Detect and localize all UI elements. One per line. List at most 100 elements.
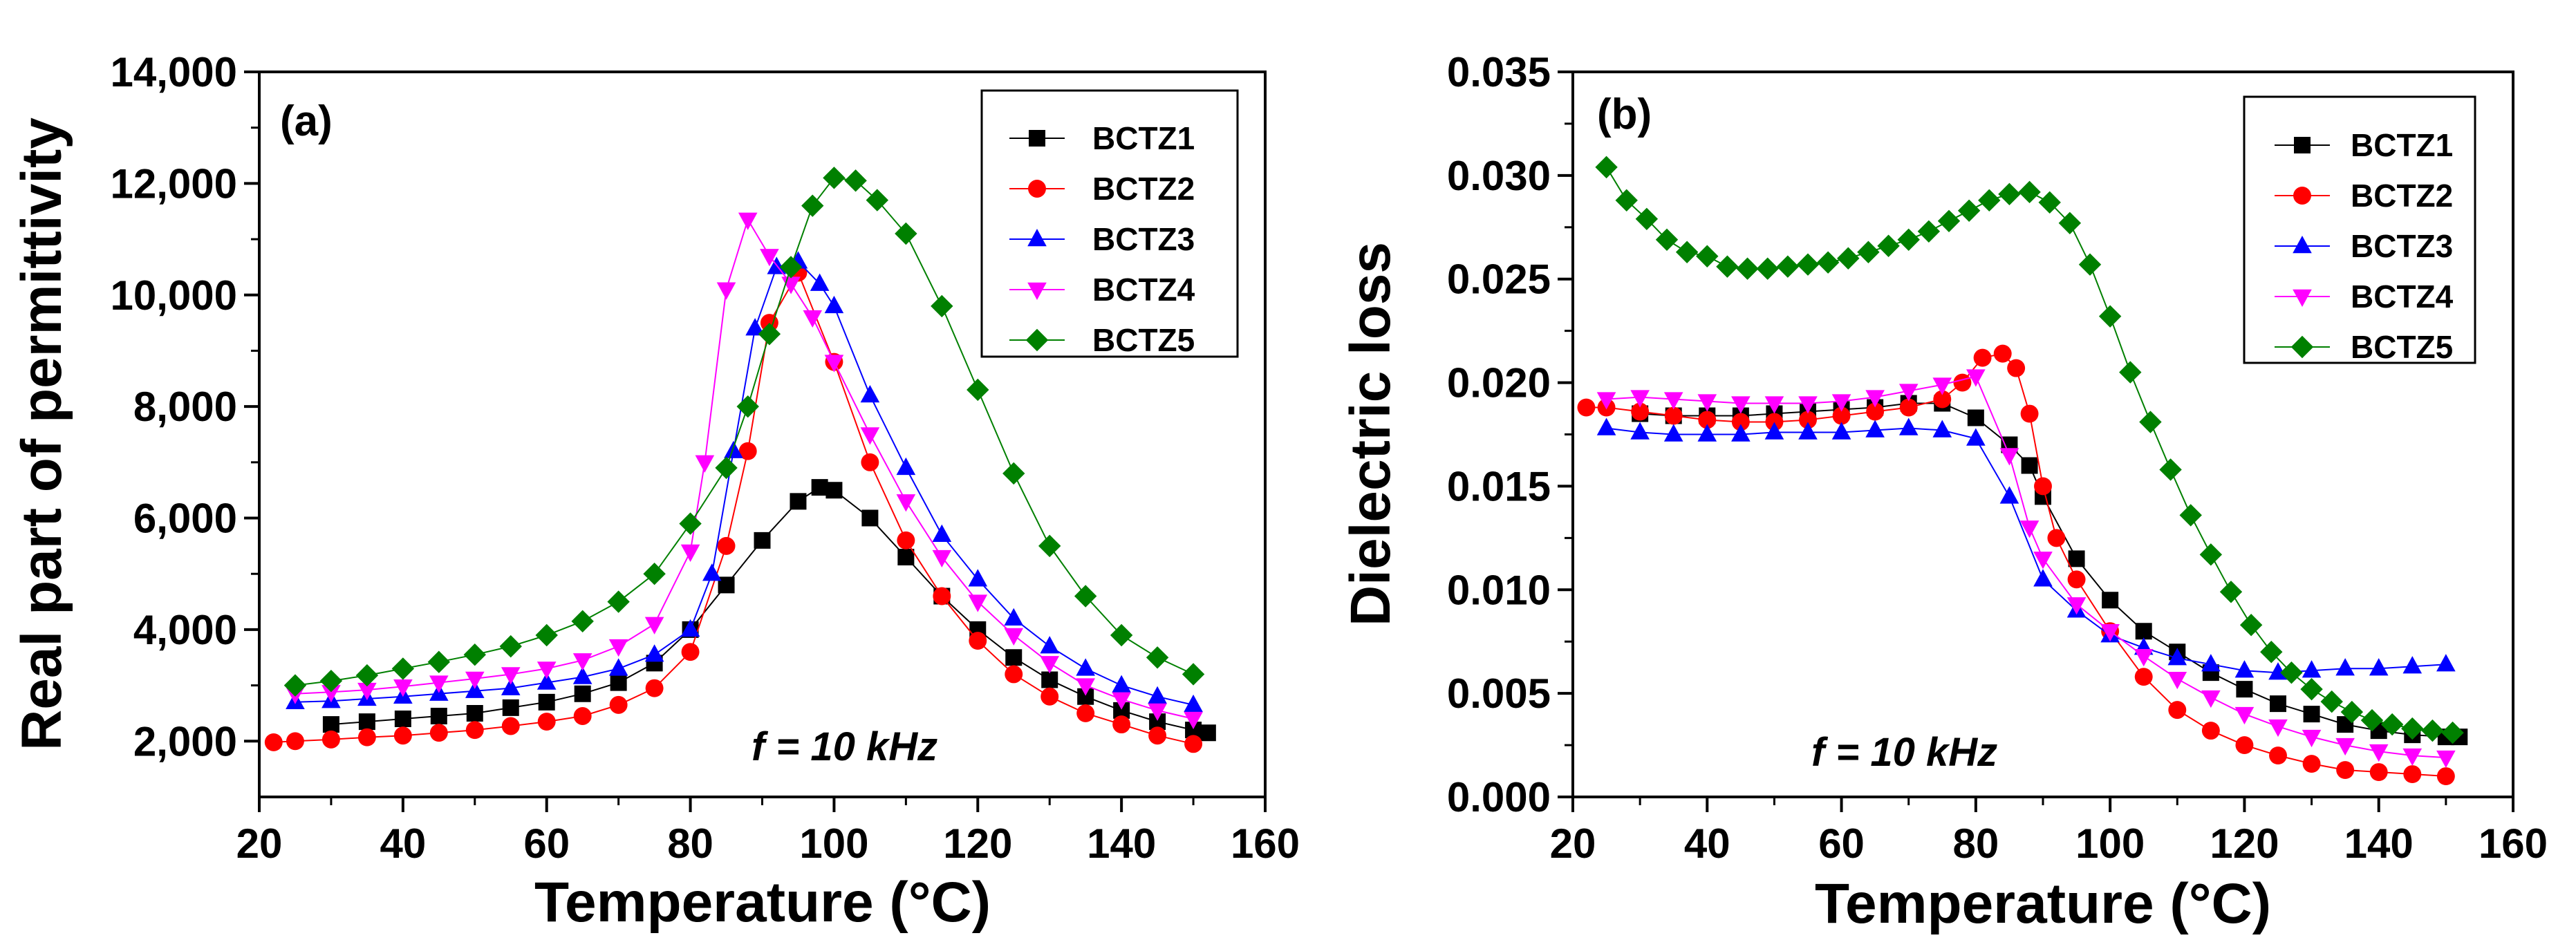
data-point bbox=[736, 395, 759, 418]
data-point bbox=[2201, 722, 2220, 740]
data-point bbox=[2369, 658, 2389, 676]
data-point bbox=[781, 276, 801, 294]
y-tick-label: 0.010 bbox=[1447, 567, 1551, 613]
legend-label: BCTZ3 bbox=[1092, 221, 1195, 257]
data-point bbox=[2119, 361, 2142, 384]
data-point bbox=[702, 563, 722, 581]
x-tick-label: 100 bbox=[2075, 820, 2145, 867]
data-point bbox=[1040, 636, 1060, 654]
data-point bbox=[2302, 755, 2321, 773]
data-point bbox=[1798, 396, 1818, 414]
panel-a-series bbox=[264, 167, 1216, 753]
data-point bbox=[2369, 763, 2388, 781]
data-point bbox=[2067, 570, 2086, 589]
data-point bbox=[2402, 656, 2423, 674]
data-point bbox=[501, 717, 520, 735]
data-point bbox=[1002, 462, 1025, 485]
data-point bbox=[643, 563, 666, 585]
data-point bbox=[2168, 701, 2187, 720]
data-point bbox=[1998, 182, 2021, 206]
series-bctz1 bbox=[322, 479, 1216, 742]
data-point bbox=[2268, 662, 2288, 680]
data-point bbox=[866, 189, 888, 212]
data-point bbox=[2179, 504, 2202, 527]
data-point bbox=[680, 619, 700, 637]
data-point bbox=[2320, 690, 2343, 713]
legend-marker bbox=[1029, 130, 1045, 147]
data-point bbox=[465, 671, 485, 689]
data-point bbox=[2302, 729, 2322, 748]
panel-a-permittivity: 20 40 60 80 100 120 140 160 2,000 4,000 6,000 8,000… bbox=[10, 49, 1300, 934]
data-point bbox=[2300, 677, 2323, 701]
data-point bbox=[1113, 702, 1130, 719]
data-point bbox=[1655, 228, 1679, 251]
data-point bbox=[2018, 180, 2041, 204]
data-point bbox=[1148, 686, 1167, 704]
data-point bbox=[2134, 648, 2154, 667]
data-point bbox=[1831, 394, 1851, 412]
series-bctz4 bbox=[1596, 369, 2456, 769]
series-line-bctz1 bbox=[330, 487, 1208, 734]
data-point bbox=[358, 713, 375, 731]
y-tick-label: 4,000 bbox=[133, 607, 237, 653]
legend-label: BCTZ1 bbox=[1092, 120, 1195, 156]
x-tick-label: 120 bbox=[943, 820, 1012, 867]
x-tick-label: 40 bbox=[380, 820, 426, 867]
data-point bbox=[1038, 534, 1061, 558]
data-point bbox=[1696, 245, 1719, 267]
data-point bbox=[1146, 646, 1169, 669]
data-point bbox=[2058, 212, 2082, 234]
data-point bbox=[501, 667, 521, 685]
data-point bbox=[860, 385, 880, 403]
data-point bbox=[2068, 550, 2085, 567]
panel-b-x-axis-title: Temperature (°C) bbox=[1815, 872, 2271, 935]
y-tick-label: 12,000 bbox=[110, 160, 237, 207]
data-point bbox=[1074, 585, 1097, 608]
data-point bbox=[391, 657, 415, 680]
data-point bbox=[1076, 704, 1095, 722]
data-point bbox=[933, 587, 951, 605]
data-point bbox=[718, 576, 735, 594]
legend-label: BCTZ4 bbox=[2351, 279, 2454, 314]
data-point bbox=[2134, 668, 2153, 686]
data-point bbox=[2302, 660, 2322, 678]
data-point bbox=[967, 378, 989, 402]
data-point bbox=[1831, 422, 1851, 440]
panel-a-legend: BCTZ1 BCTZ2 BCTZ3 BCTZ4 BCTZ5 bbox=[980, 89, 1239, 358]
data-point bbox=[2360, 708, 2384, 732]
data-point bbox=[1005, 649, 1023, 666]
data-point bbox=[801, 194, 824, 217]
data-point bbox=[571, 610, 594, 633]
data-point bbox=[2235, 736, 2254, 755]
data-point bbox=[1615, 189, 1638, 212]
data-point bbox=[2335, 737, 2355, 756]
data-point bbox=[754, 532, 771, 549]
panel-b-dielectric-loss: 20 40 60 80 100 120 140 160 0.000 0.005 0.010 0.015… bbox=[1339, 49, 2548, 935]
data-point bbox=[1933, 390, 1952, 408]
x-tick-label: 40 bbox=[1684, 820, 1730, 867]
data-point bbox=[1148, 726, 1167, 745]
data-point bbox=[2335, 658, 2355, 676]
data-point bbox=[264, 733, 283, 751]
legend-label: BCTZ2 bbox=[2351, 178, 2453, 214]
data-point bbox=[609, 695, 628, 714]
data-point bbox=[537, 713, 556, 731]
data-point bbox=[1756, 257, 1779, 280]
data-point bbox=[1630, 422, 1650, 440]
data-point bbox=[1182, 663, 1205, 686]
legend-label: BCTZ1 bbox=[2351, 127, 2453, 163]
y-tick-label: 8,000 bbox=[133, 384, 237, 430]
data-point bbox=[1596, 392, 1616, 410]
data-point bbox=[1076, 658, 1095, 676]
panel-b-y-axis-title: Dielectric loss bbox=[1339, 242, 1402, 626]
data-point bbox=[2260, 641, 2283, 664]
data-point bbox=[1040, 656, 1060, 674]
data-point bbox=[1077, 688, 1094, 705]
data-point bbox=[895, 222, 917, 245]
data-point bbox=[2066, 597, 2087, 615]
legend-label: BCTZ3 bbox=[2351, 228, 2453, 264]
y-tick-label: 6,000 bbox=[133, 496, 237, 542]
x-tick-label: 60 bbox=[523, 820, 570, 867]
data-point bbox=[1865, 420, 1885, 438]
